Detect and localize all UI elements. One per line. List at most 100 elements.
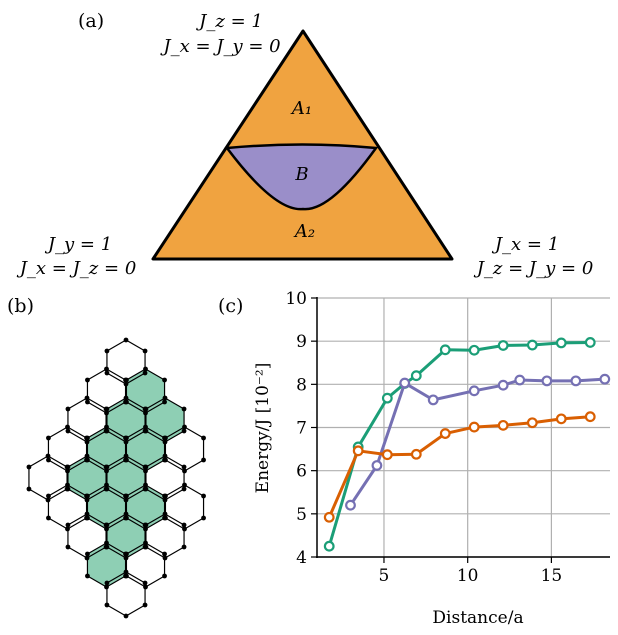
- lattice-bond: [164, 488, 185, 501]
- lattice-bond: [125, 372, 146, 385]
- right-vertex-line1: J_x = 1: [491, 234, 559, 255]
- lattice-site: [124, 551, 129, 557]
- lattice-site: [162, 497, 168, 503]
- y-axis-label: Energy/J [10⁻²]: [253, 363, 273, 494]
- data-point: [439, 344, 451, 356]
- lattice-site: [163, 435, 168, 441]
- lattice-bond: [125, 571, 146, 584]
- lattice-bond: [106, 575, 126, 588]
- lattice-bond: [67, 484, 87, 497]
- lattice-bond: [164, 455, 185, 468]
- lattice-site: [65, 428, 71, 434]
- lattice-bond: [165, 426, 185, 439]
- data-point: [526, 339, 538, 351]
- lattice-site: [46, 493, 51, 499]
- chart-series: [323, 337, 611, 552]
- lattice-site: [104, 602, 110, 608]
- lattice-site: [143, 410, 148, 416]
- lattice-bond: [67, 397, 88, 410]
- shaded-plaquettes: [67, 369, 185, 587]
- lattice-site: [65, 468, 70, 474]
- lattice-site: [46, 435, 51, 441]
- lattice-site: [181, 428, 187, 434]
- lattice-site: [104, 348, 110, 354]
- panel-b: (b): [7, 295, 206, 619]
- lattice-site: [163, 515, 168, 521]
- series-0: [323, 337, 596, 552]
- lattice-bond: [145, 368, 165, 381]
- panel-c: (c) 4 5 6 7 8 9 10 5 10 15 Distance/a Energy/J [1…: [218, 289, 611, 628]
- lattice-bond: [48, 459, 68, 472]
- lattice-bond: [125, 604, 146, 617]
- shaded-plaquette: [106, 514, 146, 558]
- lattice-bond: [87, 368, 107, 381]
- lattice-site: [143, 486, 149, 492]
- lattice-site: [143, 424, 148, 430]
- lattice-site: [84, 555, 90, 561]
- lattice-site: [181, 486, 187, 492]
- lattice-bond: [87, 401, 107, 414]
- y-tick-label: 9: [296, 332, 307, 352]
- lattice-site: [124, 399, 129, 405]
- chart-grid: [317, 297, 610, 558]
- data-point: [570, 375, 582, 387]
- data-point: [555, 413, 567, 425]
- lattice-site: [124, 493, 129, 499]
- lattice-site: [85, 377, 90, 383]
- shaded-plaquette: [87, 427, 126, 471]
- lattice-site: [45, 453, 51, 459]
- lattice-site: [65, 544, 71, 550]
- lattice-bond: [67, 546, 88, 559]
- lattice-bond: [126, 484, 146, 497]
- lattice-bond: [86, 397, 107, 410]
- shaded-plaquette: [126, 485, 165, 529]
- data-point: [497, 340, 509, 351]
- data-point: [352, 445, 364, 457]
- lattice-bond: [87, 484, 107, 497]
- lattice-site: [124, 573, 129, 579]
- lattice-site: [142, 370, 148, 376]
- lattice-bond: [87, 542, 107, 555]
- shaded-plaquette: [106, 456, 146, 500]
- lattice-bond: [87, 426, 107, 439]
- lattice-bond: [164, 397, 185, 410]
- y-tick-label: 6: [296, 462, 307, 482]
- chart-axes: [311, 297, 610, 563]
- lattice-site: [84, 511, 90, 517]
- y-tick-label: 5: [296, 505, 307, 525]
- lattice-bond: [126, 426, 146, 439]
- lattice-site: [201, 493, 206, 499]
- lattice-bond: [145, 426, 165, 439]
- lattice-site: [65, 464, 71, 470]
- data-point: [371, 460, 383, 471]
- panel-c-label: (c): [218, 295, 243, 317]
- lattice-site: [142, 348, 148, 354]
- lattice-bond: [145, 430, 166, 443]
- data-point: [323, 540, 335, 552]
- lattice-bond: [145, 484, 165, 497]
- lattice-site: [124, 515, 129, 521]
- lattice-site: [162, 439, 168, 445]
- lattice-site: [162, 555, 168, 561]
- lattice-bond: [86, 513, 107, 526]
- lattice-bond: [67, 513, 88, 526]
- lattice-site: [123, 439, 129, 445]
- lattice-bond: [47, 488, 68, 501]
- lattice-site: [181, 522, 187, 528]
- lattice-site: [104, 482, 109, 488]
- lattice-site: [104, 468, 109, 474]
- shaded-plaquette: [87, 543, 126, 587]
- data-point: [410, 448, 422, 460]
- lattice-bond: [125, 430, 146, 443]
- top-vertex-line2: J_x = J_y = 0: [159, 36, 280, 57]
- lattice-bond: [106, 459, 126, 472]
- data-point: [468, 344, 480, 356]
- lattice-bond: [125, 397, 146, 410]
- series-1: [345, 373, 611, 511]
- lattice-site: [163, 457, 168, 463]
- x-axis-label: Distance/a: [432, 608, 523, 628]
- top-vertex-line1: J_z = 1: [195, 11, 263, 32]
- lattice-bond: [86, 455, 107, 468]
- right-vertex-line2: J_z = J_y = 0: [473, 258, 594, 279]
